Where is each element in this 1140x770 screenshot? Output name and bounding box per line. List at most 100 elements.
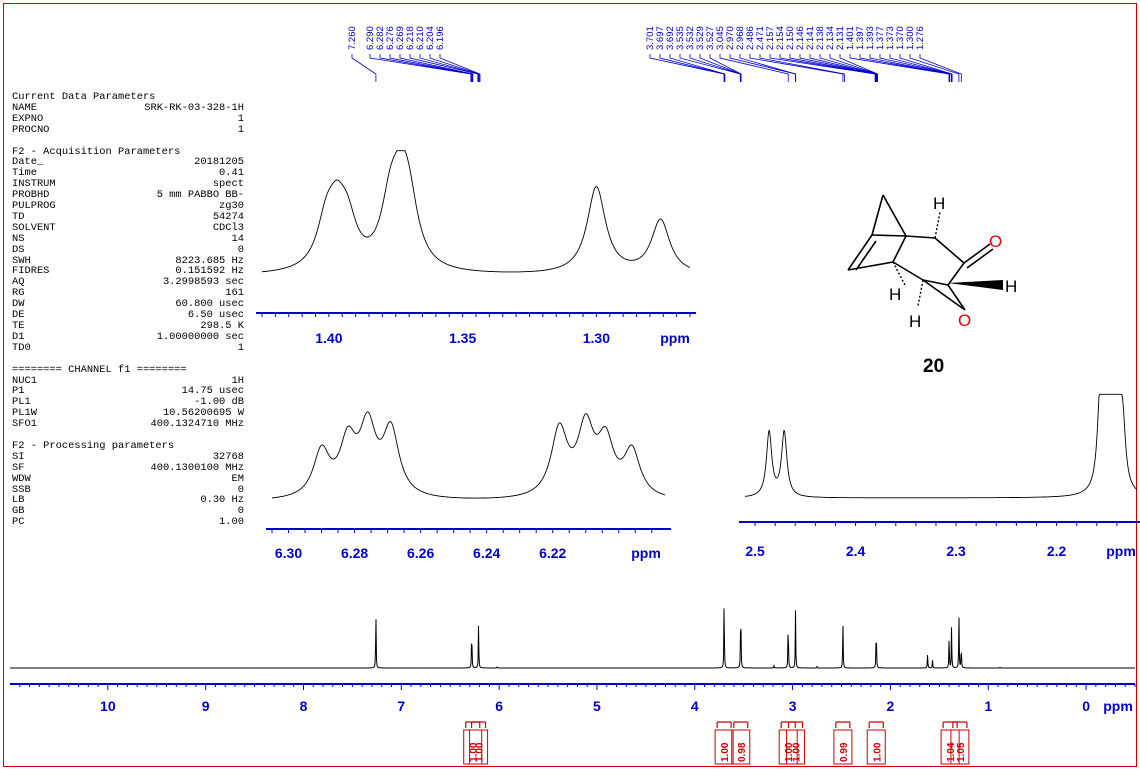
peak-label: 2.131 <box>835 26 846 50</box>
param-value: EM <box>231 472 244 485</box>
peak-leader-line <box>749 54 844 82</box>
param-value: 54274 <box>212 210 244 223</box>
param-key: NUC1 <box>12 374 37 387</box>
peak-label: 1.397 <box>855 26 866 50</box>
peak-label: 2.968 <box>735 26 746 50</box>
param-key: EXPNO <box>12 112 44 125</box>
param-key: FIDRES <box>12 265 50 278</box>
param-row: Time 0.41 <box>12 168 244 179</box>
x-axis-unit: ppm <box>1103 698 1133 714</box>
param-row: SWH 8223.685 Hz <box>12 254 244 267</box>
param-row: Date_ 20181205 <box>12 157 244 168</box>
peak-label: 2.486 <box>745 26 756 50</box>
atom-label: H <box>933 194 945 213</box>
param-row: DE 6.50 usec <box>12 310 244 321</box>
param-row: NS 14 <box>12 233 244 245</box>
peak-leader-line <box>369 54 472 82</box>
param-key: SI <box>12 450 25 463</box>
param-heading: ======== CHANNEL f1 ======== <box>12 363 187 376</box>
param-row: GB 0 <box>12 506 244 517</box>
integral-value: 1.00 <box>784 742 795 762</box>
x-tick-label: 6 <box>495 698 503 714</box>
param-key: DS <box>12 243 25 256</box>
integral-box <box>786 729 806 765</box>
peak-label: 1.300 <box>905 26 916 50</box>
peak-label-group: 7.260 6.290 6.282 6.276 6.269 6.218 6.210 6.204… <box>347 26 962 82</box>
main-spectrum-group: 10 9 8 7 6 5 4 3 2 1 0 ppm <box>10 608 1136 714</box>
param-heading: F2 - Processing parameters <box>12 439 175 452</box>
param-row: EXPNO 1 <box>12 112 244 125</box>
param-value: 0 <box>237 505 244 518</box>
peak-leader-line <box>351 54 377 82</box>
peak-leader-line <box>909 54 960 82</box>
integral-value: 1.00 <box>720 742 731 762</box>
peak-label: 2.157 <box>765 26 776 50</box>
peak-label: 6.276 <box>385 26 396 50</box>
param-key: RG <box>12 287 25 300</box>
inset-chart: 6.30 6.28 6.26 6.24 6.22 ppm <box>266 411 671 561</box>
param-key: SSB <box>12 483 31 496</box>
inset-tick-label: 2.4 <box>846 543 866 559</box>
param-value: 5 mm PABBO BB- <box>156 189 244 202</box>
param-value: 1 <box>237 341 244 354</box>
inset-tick-label: 1.30 <box>583 330 610 346</box>
integral-bracket <box>470 721 487 728</box>
inset-chart: 2.5 2.4 2.3 2.2 ppm <box>739 393 1140 559</box>
integral-bracket <box>942 721 958 728</box>
param-value: 8223.685 Hz <box>175 254 244 267</box>
param-row: SSB 0 <box>12 483 244 496</box>
param-key: LB <box>12 494 25 507</box>
integral-box <box>950 729 970 765</box>
param-key: DW <box>12 298 25 311</box>
peak-label: 2.154 <box>775 26 786 50</box>
param-row: TD 54274 <box>12 212 244 223</box>
integral-bracket <box>787 721 804 728</box>
peak-leader-line <box>839 54 878 82</box>
param-heading: F2 - Acquisition Parameters <box>12 145 181 158</box>
param-row: AQ 3.2998593 sec <box>12 277 244 288</box>
inset-trace <box>261 150 691 273</box>
param-value: 32768 <box>212 450 244 463</box>
integral-bracket <box>465 721 481 728</box>
peak-label: 2.970 <box>725 26 736 50</box>
peak-label: 3.529 <box>695 26 706 50</box>
inset-trace <box>271 411 666 499</box>
param-row: NAME SRK-RK-03-328-1H <box>12 103 244 114</box>
param-row: FIDRES 0.151592 Hz <box>12 266 244 277</box>
atom-label: H <box>1005 277 1017 296</box>
peak-leader-line <box>919 54 962 82</box>
param-key: TD <box>12 210 25 223</box>
peak-leader-line <box>719 54 789 82</box>
param-value: 1 <box>237 123 244 136</box>
param-key: TD0 <box>12 341 31 354</box>
param-key: SF <box>12 461 25 474</box>
param-row: SFO1 400.1324710 MHz <box>12 419 244 430</box>
peak-label: 6.290 <box>365 26 376 50</box>
param-key: PULPROG <box>12 200 56 213</box>
param-key: PL1W <box>12 407 37 420</box>
param-value: 1.00000000 sec <box>156 330 244 343</box>
peak-label: 3.532 <box>685 26 696 50</box>
param-value: 60.800 usec <box>175 298 244 311</box>
integral-group: 1.001.00 1.00 0.98 1.001.00 0.99 1.00 1.041.05 <box>463 721 970 765</box>
param-row: PULPROG zg30 <box>12 201 244 212</box>
inset-tick-label: 2.5 <box>745 543 765 559</box>
atom-label: O <box>989 232 1002 251</box>
atom-label: H <box>889 285 901 304</box>
param-value: SRK-RK-03-328-1H <box>144 101 244 114</box>
param-row: TE 298.5 K <box>12 321 244 332</box>
param-value: 0.151592 Hz <box>175 265 244 278</box>
param-key: D1 <box>12 330 25 343</box>
integral-value: 1.00 <box>469 742 480 762</box>
x-tick-label: 2 <box>887 698 895 714</box>
param-value: 400.1300100 MHz <box>150 461 244 474</box>
x-tick-label: 4 <box>691 698 699 714</box>
param-row: PL1 -1.00 dB <box>12 397 244 408</box>
peak-label: 1.370 <box>895 26 906 50</box>
param-value: 1 <box>237 112 244 125</box>
peak-label: 1.377 <box>875 26 886 50</box>
peak-leader-line <box>429 54 480 82</box>
param-row: WDW EM <box>12 472 244 485</box>
peak-label: 3.045 <box>715 26 726 50</box>
